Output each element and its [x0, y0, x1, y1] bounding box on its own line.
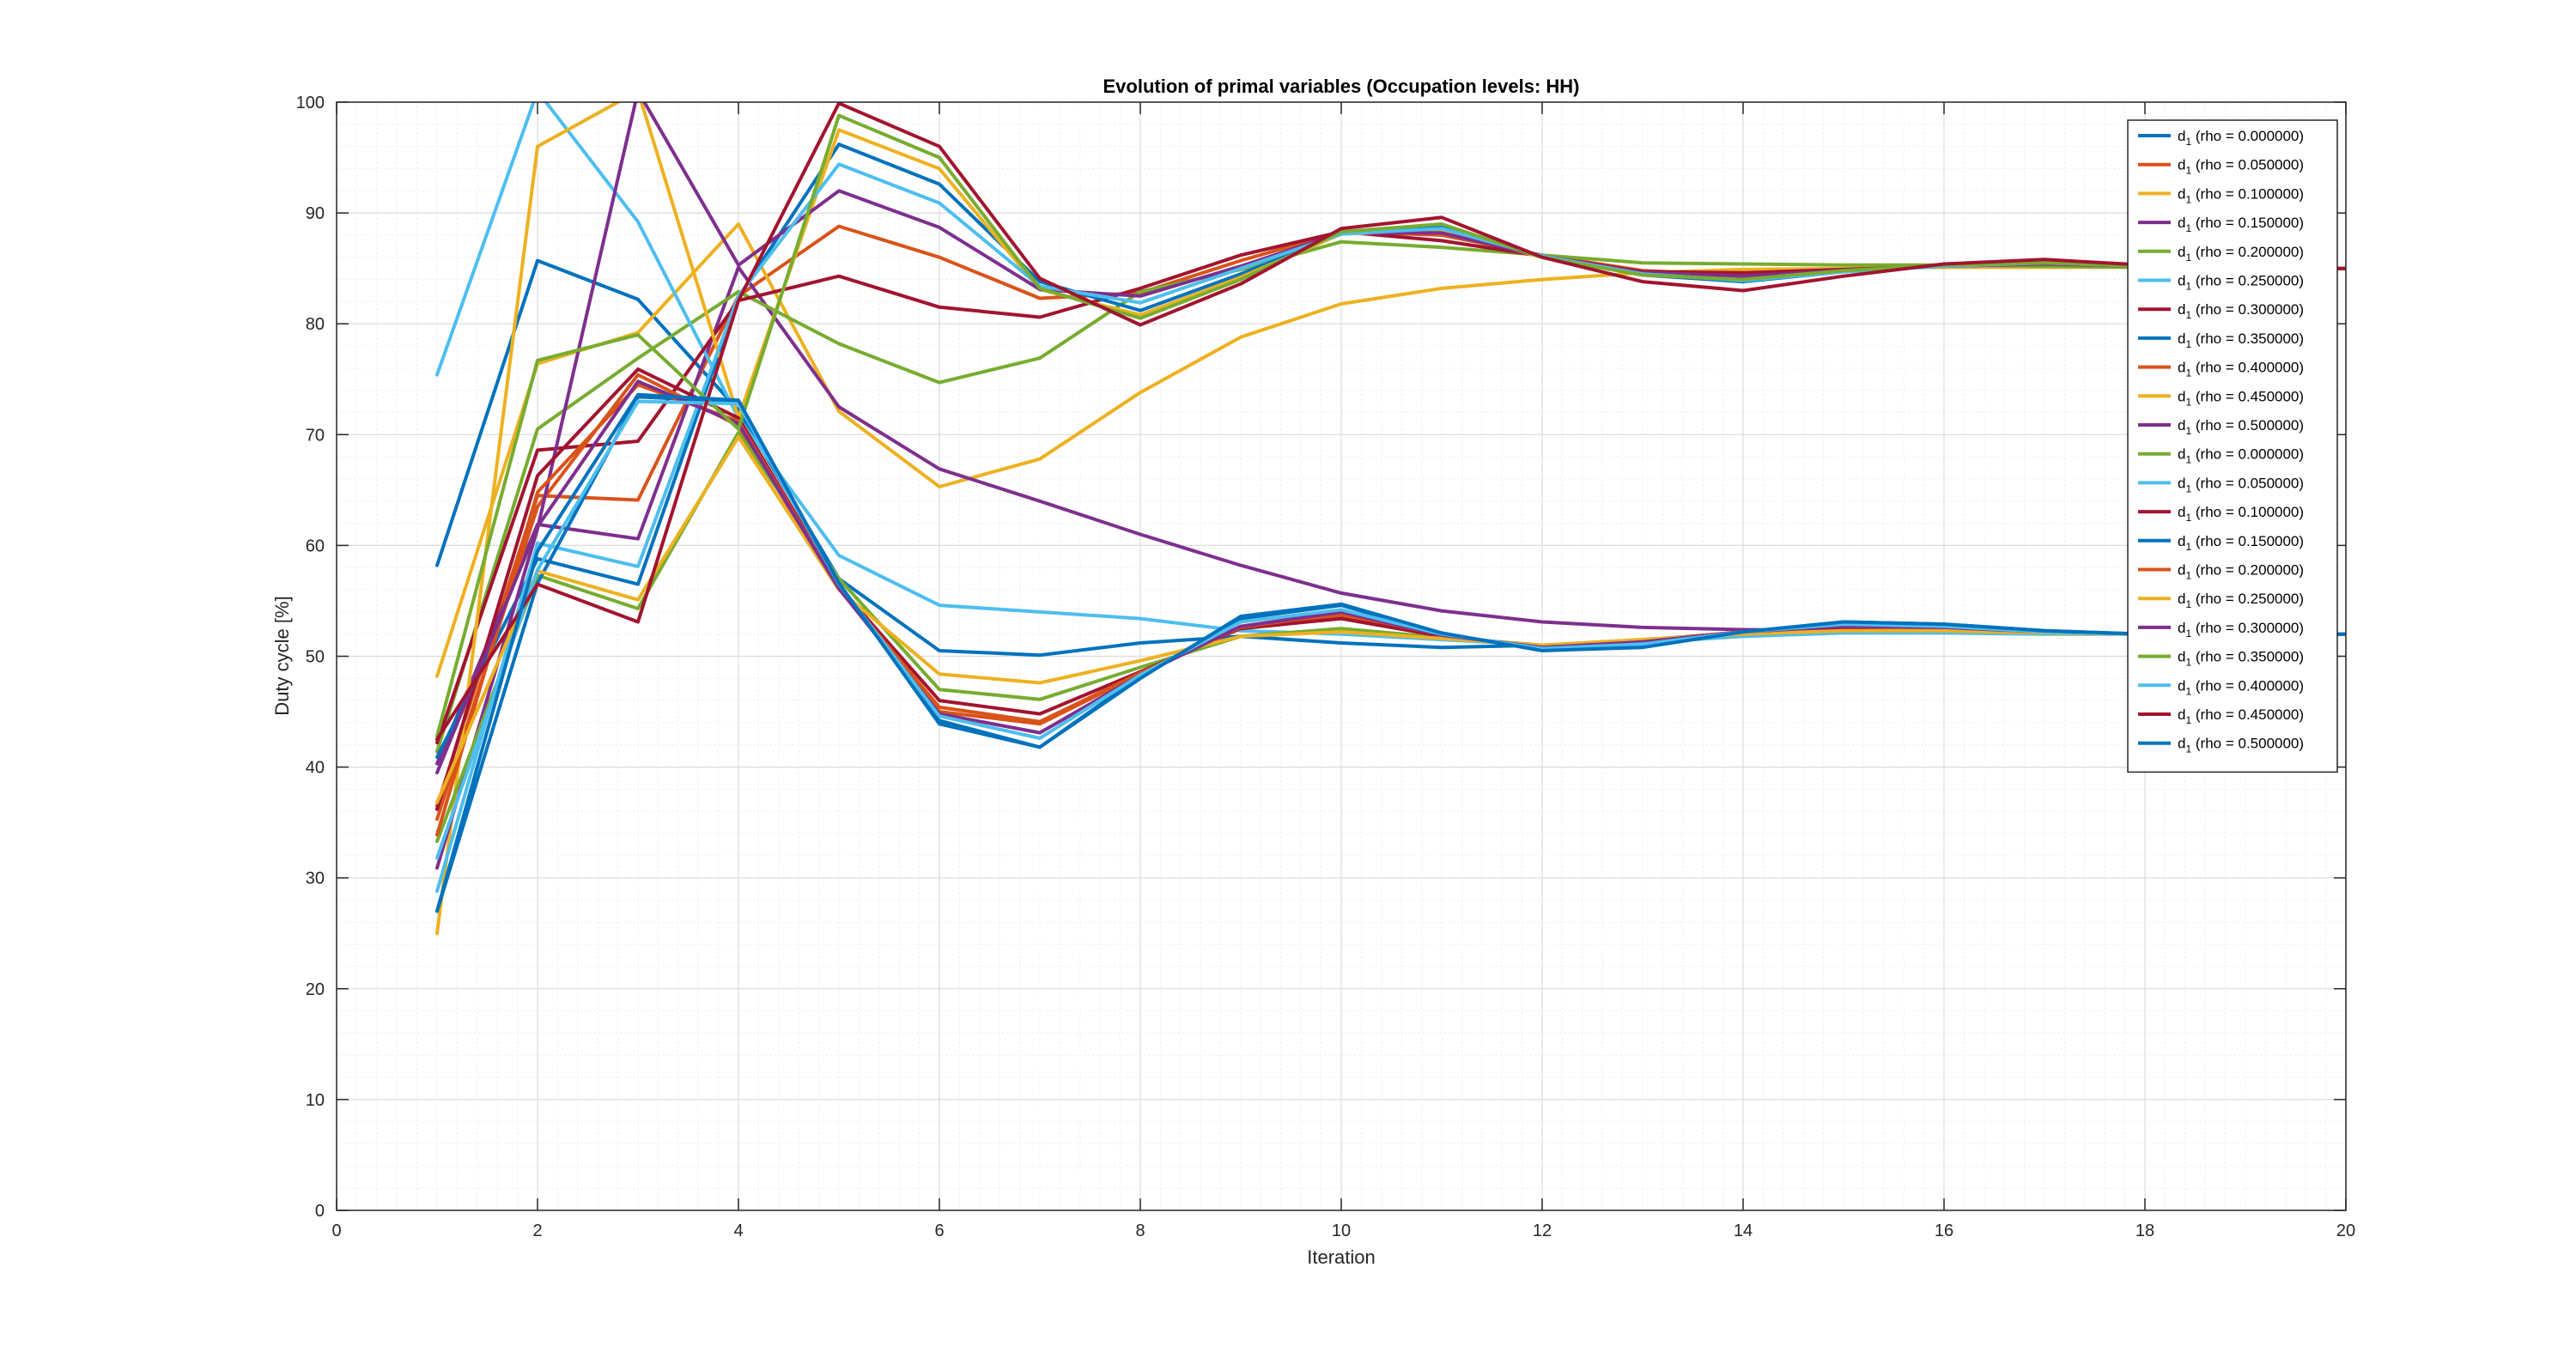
x-tick-label: 2 — [532, 1222, 542, 1240]
legend-label: d1 (rho = 0.350000) — [2178, 649, 2304, 669]
series-line-19 — [435, 113, 2346, 738]
legend-label: d1 (rho = 0.000000) — [2178, 128, 2304, 148]
legend-label: d1 (rho = 0.200000) — [2178, 562, 2304, 582]
x-axis-label: Iteration — [1307, 1246, 1376, 1268]
x-tick-label: 20 — [2336, 1222, 2355, 1240]
legend-label: d1 (rho = 0.450000) — [2178, 388, 2304, 408]
y-tick-label: 20 — [306, 980, 325, 999]
x-tick-label: 8 — [1135, 1222, 1145, 1240]
x-tick-label: 10 — [1332, 1222, 1351, 1240]
legend-label: d1 (rho = 0.400000) — [2178, 677, 2304, 697]
chart-title: Evolution of primal variables (Occupatio… — [1103, 76, 1579, 97]
x-tick-label: 14 — [1734, 1222, 1753, 1240]
legend-label: d1 (rho = 0.100000) — [2178, 504, 2304, 524]
series-line-21 — [435, 102, 2346, 742]
y-tick-label: 0 — [315, 1202, 325, 1221]
legend-box — [2127, 119, 2338, 773]
legend-label: d1 (rho = 0.400000) — [2178, 360, 2304, 379]
x-tick-labels: 0 2 4 6 8 10 12 14 16 18 20 — [331, 1222, 2355, 1240]
legend-label: d1 (rho = 0.150000) — [2178, 533, 2304, 553]
legend-label: d1 (rho = 0.100000) — [2178, 185, 2304, 205]
y-axis-label: Duty cycle [%] — [271, 596, 293, 715]
legend-label: d1 (rho = 0.250000) — [2178, 591, 2304, 610]
legend-label: d1 (rho = 0.150000) — [2178, 215, 2304, 234]
y-tick-label: 70 — [306, 426, 325, 445]
y-tick-label: 40 — [306, 759, 325, 778]
legend-label: d1 (rho = 0.500000) — [2178, 417, 2304, 437]
x-tick-label: 16 — [1935, 1222, 1953, 1240]
legend-label: d1 (rho = 0.300000) — [2178, 620, 2304, 640]
legend-label: d1 (rho = 0.500000) — [2178, 736, 2304, 755]
y-tick-label: 50 — [306, 648, 325, 667]
x-tick-label: 12 — [1533, 1222, 1552, 1240]
legend-label: d1 (rho = 0.250000) — [2178, 273, 2304, 293]
legend-label: d1 (rho = 0.200000) — [2178, 244, 2304, 264]
legend: d1 (rho = 0.000000) d1 (rho = 0.050000) d1… — [2127, 119, 2338, 773]
legend-label: d1 (rho = 0.350000) — [2178, 330, 2304, 350]
legend-label: d1 (rho = 0.000000) — [2178, 446, 2304, 466]
series-line-22 — [435, 392, 2346, 913]
legend-label: d1 (rho = 0.300000) — [2178, 301, 2304, 321]
axis-ticks — [336, 101, 2347, 1211]
y-tick-label: 30 — [306, 870, 325, 888]
x-tick-label: 4 — [733, 1222, 743, 1240]
legend-label: d1 (rho = 0.450000) — [2178, 706, 2304, 726]
legend-label: d1 (rho = 0.050000) — [2178, 475, 2304, 494]
x-tick-label: 18 — [2136, 1222, 2154, 1240]
y-tick-label: 10 — [306, 1091, 325, 1110]
x-tick-label: 0 — [331, 1222, 341, 1240]
y-tick-label: 100 — [296, 94, 325, 112]
y-tick-label: 60 — [306, 537, 325, 555]
y-tick-label: 90 — [306, 204, 325, 223]
x-tick-label: 6 — [934, 1222, 944, 1240]
y-tick-label: 80 — [306, 315, 325, 334]
y-tick-labels: 0 10 20 30 40 50 60 70 80 90 100 — [296, 94, 325, 1221]
legend-label: d1 (rho = 0.050000) — [2178, 157, 2304, 177]
series-layer — [435, 102, 2346, 936]
